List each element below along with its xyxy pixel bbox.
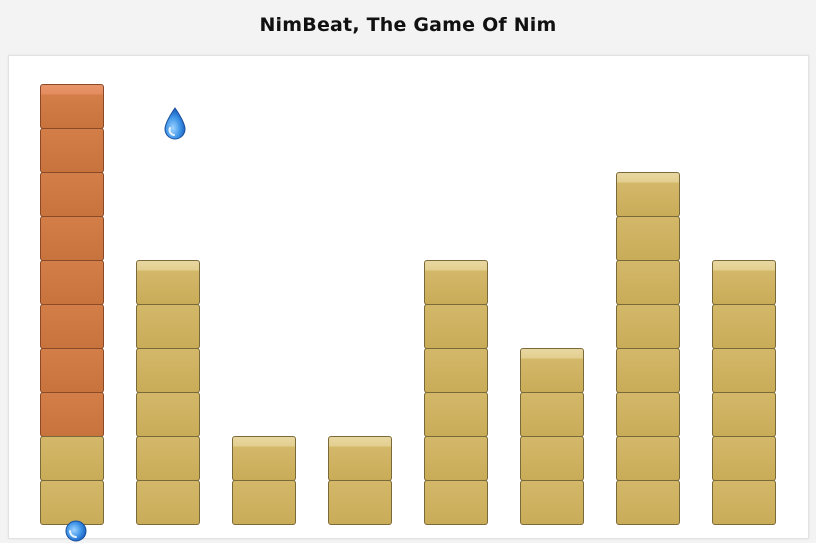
- pile-block[interactable]: [136, 436, 200, 481]
- pile-8[interactable]: [712, 260, 776, 525]
- pile-block[interactable]: [232, 480, 296, 525]
- pile-block[interactable]: [712, 480, 776, 525]
- selected-block[interactable]: [40, 304, 104, 349]
- pile-block[interactable]: [424, 436, 488, 481]
- pile-block[interactable]: [616, 480, 680, 525]
- pile-block[interactable]: [616, 304, 680, 349]
- water-drop-icon: [164, 107, 186, 140]
- selected-block[interactable]: [40, 84, 104, 129]
- pile-block[interactable]: [616, 216, 680, 261]
- pile-7[interactable]: [616, 172, 680, 525]
- pile-2[interactable]: [136, 260, 200, 525]
- pile-block[interactable]: [328, 436, 392, 481]
- selected-block[interactable]: [40, 128, 104, 173]
- selected-block[interactable]: [40, 348, 104, 393]
- pile-3[interactable]: [232, 436, 296, 525]
- pile-block[interactable]: [136, 348, 200, 393]
- pile-block[interactable]: [232, 436, 296, 481]
- pile-block[interactable]: [712, 392, 776, 437]
- pile-block[interactable]: [424, 304, 488, 349]
- pile-block[interactable]: [136, 260, 200, 305]
- pile-block[interactable]: [40, 436, 104, 481]
- game-title: NimBeat, The Game Of Nim: [259, 14, 557, 36]
- pile-4[interactable]: [328, 436, 392, 525]
- pile-block[interactable]: [616, 392, 680, 437]
- pile-block[interactable]: [616, 436, 680, 481]
- water-drop-icon: [65, 520, 87, 542]
- pile-block[interactable]: [520, 436, 584, 481]
- pile-block[interactable]: [520, 480, 584, 525]
- selected-block[interactable]: [40, 260, 104, 305]
- pile-block[interactable]: [424, 348, 488, 393]
- pile-block[interactable]: [328, 480, 392, 525]
- pile-block[interactable]: [520, 392, 584, 437]
- pile-block[interactable]: [616, 348, 680, 393]
- pile-block[interactable]: [136, 304, 200, 349]
- pile-block[interactable]: [40, 480, 104, 525]
- pile-block[interactable]: [616, 260, 680, 305]
- pile-block[interactable]: [712, 348, 776, 393]
- pile-block[interactable]: [712, 304, 776, 349]
- pile-block[interactable]: [520, 348, 584, 393]
- pile-block[interactable]: [616, 172, 680, 217]
- pile-6[interactable]: [520, 348, 584, 525]
- selected-block[interactable]: [40, 216, 104, 261]
- pile-block[interactable]: [424, 480, 488, 525]
- pile-block[interactable]: [136, 392, 200, 437]
- selected-block[interactable]: [40, 172, 104, 217]
- pile-block[interactable]: [424, 392, 488, 437]
- pile-1[interactable]: [40, 84, 104, 525]
- pile-5[interactable]: [424, 260, 488, 525]
- pile-block[interactable]: [712, 260, 776, 305]
- game-board: [8, 55, 809, 539]
- selected-block[interactable]: [40, 392, 104, 437]
- pile-block[interactable]: [424, 260, 488, 305]
- pile-block[interactable]: [136, 480, 200, 525]
- pile-block[interactable]: [712, 436, 776, 481]
